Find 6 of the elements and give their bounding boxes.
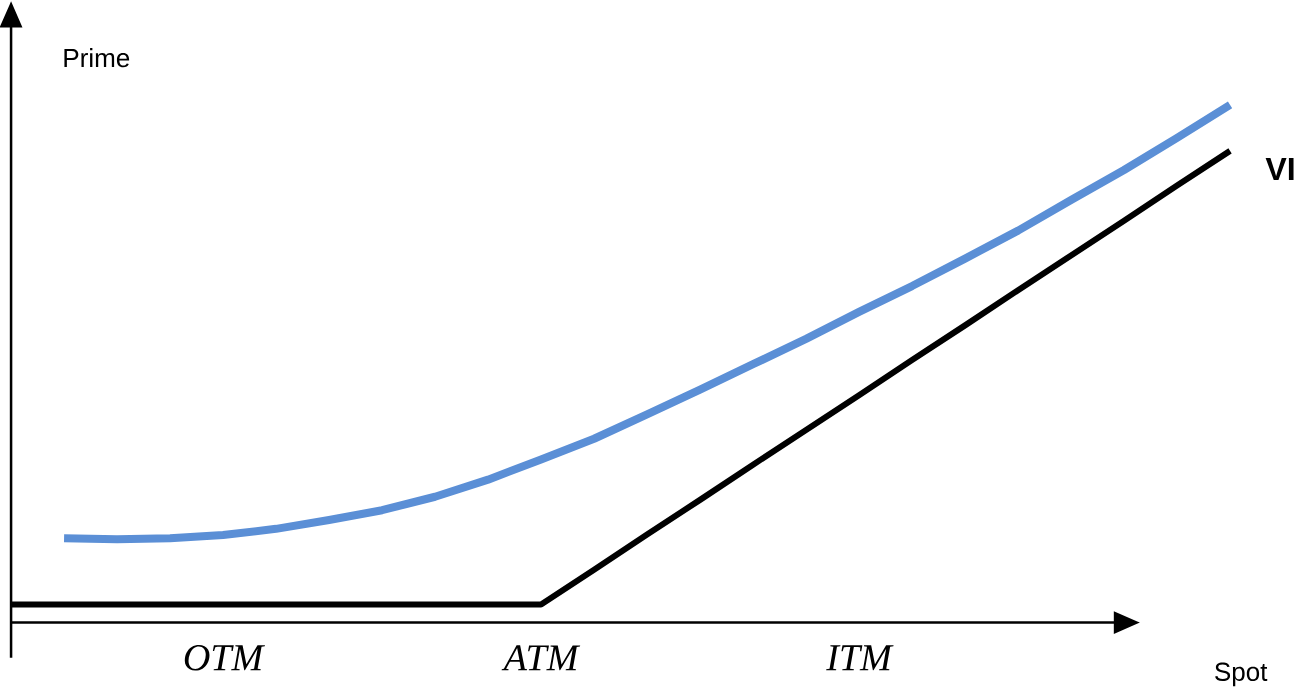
- text: OTM: [184, 644, 265, 671]
- text: ITM: [826, 645, 894, 670]
- x-axis-title: Spot: [1215, 662, 1268, 686]
- series-label: VI: [1265, 157, 1294, 180]
- text: ATM: [501, 644, 581, 671]
- y-axis-title: Prime: [64, 47, 130, 68]
